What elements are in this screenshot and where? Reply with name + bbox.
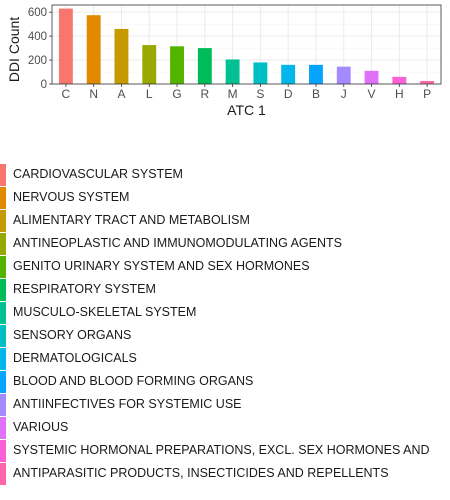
bar-R (197, 48, 212, 84)
bar-P (420, 81, 435, 84)
x-tick-label-S: S (256, 87, 264, 101)
x-tick-label-A: A (117, 87, 125, 101)
y-tick-label: 200 (28, 55, 47, 67)
bar-A (114, 28, 129, 85)
legend-key-swatch (0, 187, 6, 209)
bar-S (253, 62, 268, 84)
bar-N (86, 15, 101, 85)
legend-label: NERVOUS SYSTEM (13, 190, 130, 204)
x-axis-label: ATC 1 (227, 102, 266, 118)
legend-key-swatch (0, 463, 6, 485)
legend-label: ANTIPARASITIC PRODUCTS, INSECTICIDES AND… (13, 466, 389, 480)
legend-item: ANTIPARASITIC PRODUCTS, INSECTICIDES AND… (0, 463, 450, 486)
legend-item: CARDIOVASCULAR SYSTEM (0, 164, 450, 187)
legend-label: DERMATOLOGICALS (13, 351, 137, 365)
bar-D (281, 64, 296, 84)
legend-key-swatch (0, 325, 6, 347)
legend-item: ANTINEOPLASTIC AND IMMUNOMODULATING AGEN… (0, 233, 450, 256)
legend-item: DERMATOLOGICALS (0, 348, 450, 371)
y-tick-label: 400 (28, 31, 47, 43)
bar-J (336, 66, 351, 84)
x-tick-label-M: M (228, 87, 238, 101)
legend-key-swatch (0, 256, 6, 278)
legend-label: ALIMENTARY TRACT AND METABOLISM (13, 213, 250, 227)
legend-label: SENSORY ORGANS (13, 328, 132, 342)
legend-key-swatch (0, 233, 6, 255)
legend-key-swatch (0, 210, 6, 232)
legend-label: CARDIOVASCULAR SYSTEM (13, 167, 183, 181)
y-axis: 0 200 400 600 (28, 7, 52, 91)
legend-item: RESPIRATORY SYSTEM (0, 279, 450, 302)
bar-V (364, 70, 379, 84)
legend-label: BLOOD AND BLOOD FORMING ORGANS (13, 374, 254, 388)
plot-panel (51, 4, 442, 85)
bar-M (225, 59, 240, 84)
bar-L (142, 45, 157, 84)
x-tick-label-B: B (312, 87, 320, 101)
legend-key-swatch (0, 417, 6, 439)
bar-G (170, 46, 184, 84)
legend-label: GENITO URINARY SYSTEM AND SEX HORMONES (13, 259, 310, 273)
legend-item: ANTIINFECTIVES FOR SYSTEMIC USE (0, 394, 450, 417)
legend-label: SYSTEMIC HORMONAL PREPARATIONS, EXCL. SE… (13, 443, 430, 457)
bars (58, 8, 435, 85)
legend-key-swatch (0, 279, 6, 301)
legend-item: MUSCULO-SKELETAL SYSTEM (0, 302, 450, 325)
legend-key-swatch (0, 302, 6, 324)
x-tick-label-J: J (341, 87, 347, 101)
x-tick-label-N: N (89, 87, 98, 101)
legend-key-swatch (0, 371, 6, 393)
legend-item: GENITO URINARY SYSTEM AND SEX HORMONES (0, 256, 450, 279)
legend-label: ANTINEOPLASTIC AND IMMUNOMODULATING AGEN… (13, 236, 342, 250)
legend-item: VARIOUS (0, 417, 450, 440)
legend-label: MUSCULO-SKELETAL SYSTEM (13, 305, 197, 319)
legend-item: BLOOD AND BLOOD FORMING ORGANS (0, 371, 450, 394)
legend-key-swatch (0, 164, 6, 186)
x-tick-label-V: V (368, 87, 376, 101)
y-tick-label: 600 (28, 7, 47, 19)
legend-label: VARIOUS (13, 420, 69, 434)
legend-label: RESPIRATORY SYSTEM (13, 282, 156, 296)
y-tick-label: 0 (41, 79, 47, 91)
legend-key-swatch (0, 394, 6, 416)
legend-key-swatch (0, 440, 6, 462)
grid-lines (52, 5, 441, 85)
legend-item: SYSTEMIC HORMONAL PREPARATIONS, EXCL. SE… (0, 440, 450, 463)
y-axis-label: DDI Count (6, 17, 22, 82)
legend-label: ANTIINFECTIVES FOR SYSTEMIC USE (13, 397, 242, 411)
x-tick-label-D: D (284, 87, 293, 101)
bar-chart: 0 200 400 600 C N A L G R M S D B J V H P DDI Count ATC … (6, 4, 442, 118)
x-tick-label-R: R (200, 87, 209, 101)
legend-item: SENSORY ORGANS (0, 325, 450, 348)
bar-B (309, 64, 323, 84)
x-tick-label-H: H (395, 87, 404, 101)
legend-item: NERVOUS SYSTEM (0, 187, 450, 210)
legend-item: ALIMENTARY TRACT AND METABOLISM (0, 210, 450, 233)
x-tick-label-G: G (172, 87, 181, 101)
bar-H (392, 76, 407, 84)
x-tick-label-P: P (423, 87, 431, 101)
x-tick-label-C: C (62, 87, 71, 101)
bar-C (58, 8, 73, 84)
x-tick-label-L: L (146, 87, 153, 101)
legend-key-swatch (0, 348, 6, 370)
